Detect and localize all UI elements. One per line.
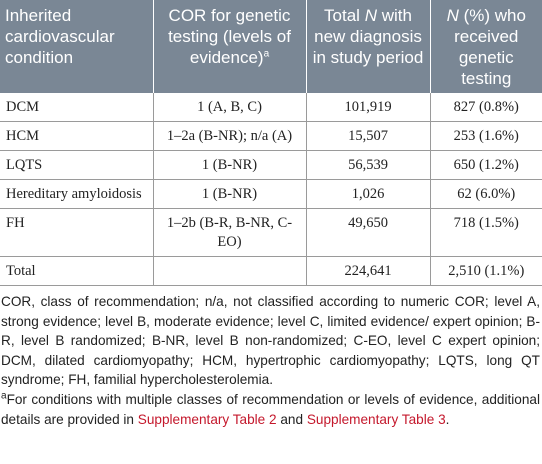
cell-condition: DCM: [0, 93, 154, 122]
cell-condition: FH: [0, 208, 154, 257]
header-tested: N (%) who received genetic testing: [430, 0, 542, 93]
cell-total: 1,026: [306, 179, 431, 209]
footnote-marker: a: [1, 390, 7, 402]
table-row: HCM 1–2a (B-NR); n/a (A) 15,507 253 (1.6…: [0, 121, 542, 151]
cell-condition: HCM: [0, 121, 154, 151]
genetic-testing-table: Inherited cardiovascular condition COR f…: [0, 0, 542, 286]
table-row: Hereditary amyloidosis 1 (B-NR) 1,026 62…: [0, 179, 542, 209]
header-row: Inherited cardiovascular condition COR f…: [0, 0, 542, 93]
cell-total: 15,507: [306, 121, 431, 151]
cell-total: 101,919: [306, 93, 431, 122]
cell-total: 224,641: [306, 256, 431, 286]
cell-condition: Hereditary amyloidosis: [0, 179, 154, 209]
cell-tested: 62 (6.0%): [430, 179, 542, 209]
cell-total: 56,539: [306, 150, 431, 180]
cell-cor: 1 (B-NR): [153, 150, 307, 180]
cell-tested: 2,510 (1.1%): [430, 256, 542, 286]
table-container: Inherited cardiovascular condition COR f…: [0, 0, 542, 429]
cell-tested: 827 (0.8%): [430, 93, 542, 122]
table-row-total: Total 224,641 2,510 (1.1%): [0, 256, 542, 286]
supplementary-table-2-link[interactable]: Supplementary Table 2: [137, 411, 277, 427]
cell-cor: 1–2b (B-R, B-NR, C-EO): [153, 208, 307, 257]
cell-cor: 1 (A, B, C): [153, 93, 307, 122]
cell-cor: 1 (B-NR): [153, 179, 307, 209]
footnote-a: aFor conditions with multiple classes of…: [1, 390, 540, 427]
cell-cor: [153, 256, 307, 286]
footnote-marker: a: [263, 48, 270, 60]
cell-condition: Total: [0, 256, 154, 286]
cell-tested: 253 (1.6%): [430, 121, 542, 151]
cell-total: 49,650: [306, 208, 431, 257]
supplementary-table-3-link[interactable]: Supplementary Table 3: [306, 411, 446, 427]
header-total: Total N with new diagnosis in study peri…: [306, 0, 431, 93]
table-row: LQTS 1 (B-NR) 56,539 650 (1.2%): [0, 150, 542, 180]
header-condition: Inherited cardiovascular condition: [0, 0, 154, 93]
table-row: DCM 1 (A, B, C) 101,919 827 (0.8%): [0, 93, 542, 122]
table-notes: COR, class of recommendation; n/a, not c…: [0, 286, 542, 429]
table-row: FH 1–2b (B-R, B-NR, C-EO) 49,650 718 (1.…: [0, 208, 542, 257]
cell-condition: LQTS: [0, 150, 154, 180]
cell-tested: 718 (1.5%): [430, 208, 542, 257]
cell-tested: 650 (1.2%): [430, 150, 542, 180]
abbreviations-note: COR, class of recommendation; n/a, not c…: [1, 294, 540, 388]
header-cor: COR for genetic testing (levels of evide…: [153, 0, 307, 93]
cell-cor: 1–2a (B-NR); n/a (A): [153, 121, 307, 151]
